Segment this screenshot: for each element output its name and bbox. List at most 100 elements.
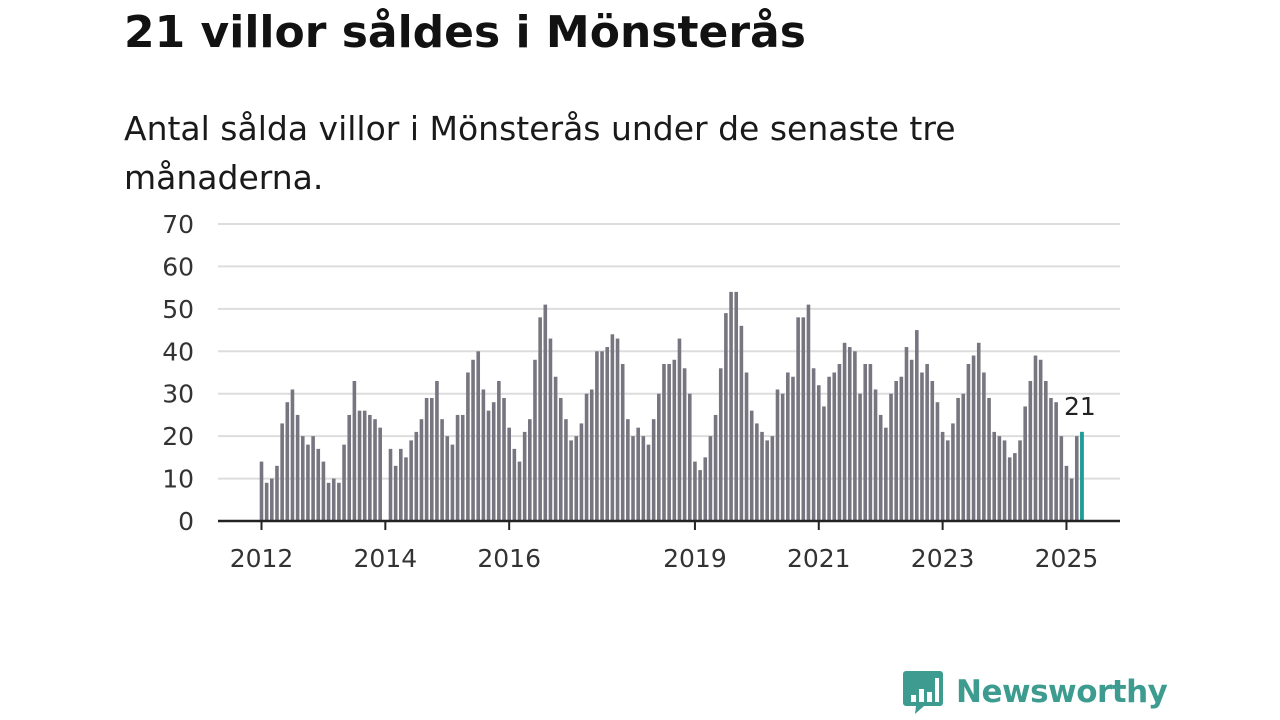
bar [270, 478, 274, 521]
bar [275, 465, 279, 521]
bar [667, 364, 671, 521]
bar [718, 368, 723, 521]
bar [992, 431, 997, 521]
x-tick-label: 2021 [787, 544, 851, 573]
bar [373, 419, 377, 521]
bar [538, 317, 542, 521]
bar [749, 410, 754, 521]
bar [486, 410, 491, 521]
x-tick-label: 2023 [911, 544, 975, 573]
bar [558, 397, 563, 521]
bar [878, 414, 883, 521]
bar [770, 436, 775, 521]
bar [368, 414, 372, 521]
annotations: 21 [1064, 392, 1096, 421]
logo-text: Newsworthy [956, 674, 1168, 710]
bar [904, 347, 909, 521]
x-axis: 2012 2014 2016 2019 2021 2023 2025 [218, 519, 1120, 573]
bar [961, 393, 966, 521]
bar [811, 368, 816, 521]
bar [920, 372, 924, 521]
bar [1018, 440, 1022, 521]
bar [610, 334, 615, 521]
bar [626, 419, 630, 521]
bar [512, 448, 517, 521]
bar [729, 291, 733, 521]
bar [951, 423, 955, 521]
bar [651, 419, 656, 521]
bar [548, 338, 553, 521]
bar [760, 431, 764, 521]
bar [966, 364, 971, 521]
bar [1069, 478, 1074, 521]
bar [765, 440, 769, 521]
bar [574, 436, 579, 521]
bar [326, 482, 331, 521]
x-tick-label: 2012 [230, 544, 294, 573]
bar [378, 427, 382, 521]
x-tick-label: 2019 [663, 544, 727, 573]
bar [579, 423, 584, 521]
chart-speech-bubble-icon [903, 671, 943, 714]
bar [419, 419, 424, 521]
bar [853, 351, 857, 521]
bar [502, 397, 506, 521]
y-tick-label: 20 [162, 422, 194, 451]
bar [1038, 359, 1043, 521]
bar [889, 393, 893, 521]
bar [863, 364, 868, 521]
bar [775, 389, 780, 521]
chart-title: 21 villor såldes i Mönsterås [124, 7, 806, 58]
bar [295, 414, 300, 521]
y-tick-label: 0 [178, 507, 194, 536]
bar [445, 436, 450, 521]
bar [543, 304, 548, 521]
bar [399, 448, 403, 521]
bar [311, 436, 315, 521]
y-axis-labels: 0 10 20 30 40 50 60 70 [162, 210, 194, 536]
bar [724, 313, 728, 521]
bar [584, 393, 589, 521]
bar [868, 364, 873, 521]
bar [631, 436, 635, 521]
bar [259, 461, 264, 521]
y-tick-label: 40 [162, 337, 194, 366]
bar [925, 364, 929, 521]
bar [300, 436, 305, 521]
bar [331, 478, 336, 521]
bar [909, 359, 914, 521]
bar [497, 380, 501, 521]
bar [455, 414, 460, 521]
bar [1007, 457, 1012, 521]
bar [930, 380, 935, 521]
bar [342, 444, 346, 521]
chart-subtitle: Antal sålda villor i Mönsterås under de … [124, 109, 956, 197]
bar [280, 423, 284, 521]
bar [982, 372, 986, 521]
bar [306, 444, 310, 521]
bar [832, 372, 837, 521]
bar [641, 436, 646, 521]
highlight-bar [1080, 431, 1084, 521]
y-tick-label: 60 [162, 252, 194, 281]
bar [698, 470, 702, 521]
bar [264, 482, 269, 521]
bar [569, 440, 573, 521]
bar [1013, 453, 1017, 521]
bar [734, 291, 739, 521]
bar [976, 342, 981, 521]
bar [321, 461, 326, 521]
bar [615, 338, 620, 521]
bar [693, 461, 697, 521]
bar [285, 402, 290, 521]
bar [827, 376, 831, 521]
bar [414, 431, 419, 521]
bar [290, 389, 295, 521]
bar [744, 372, 749, 521]
bar [1033, 355, 1038, 521]
bar [337, 482, 341, 521]
bar [677, 338, 682, 521]
bar [662, 364, 666, 521]
bar [687, 393, 692, 521]
